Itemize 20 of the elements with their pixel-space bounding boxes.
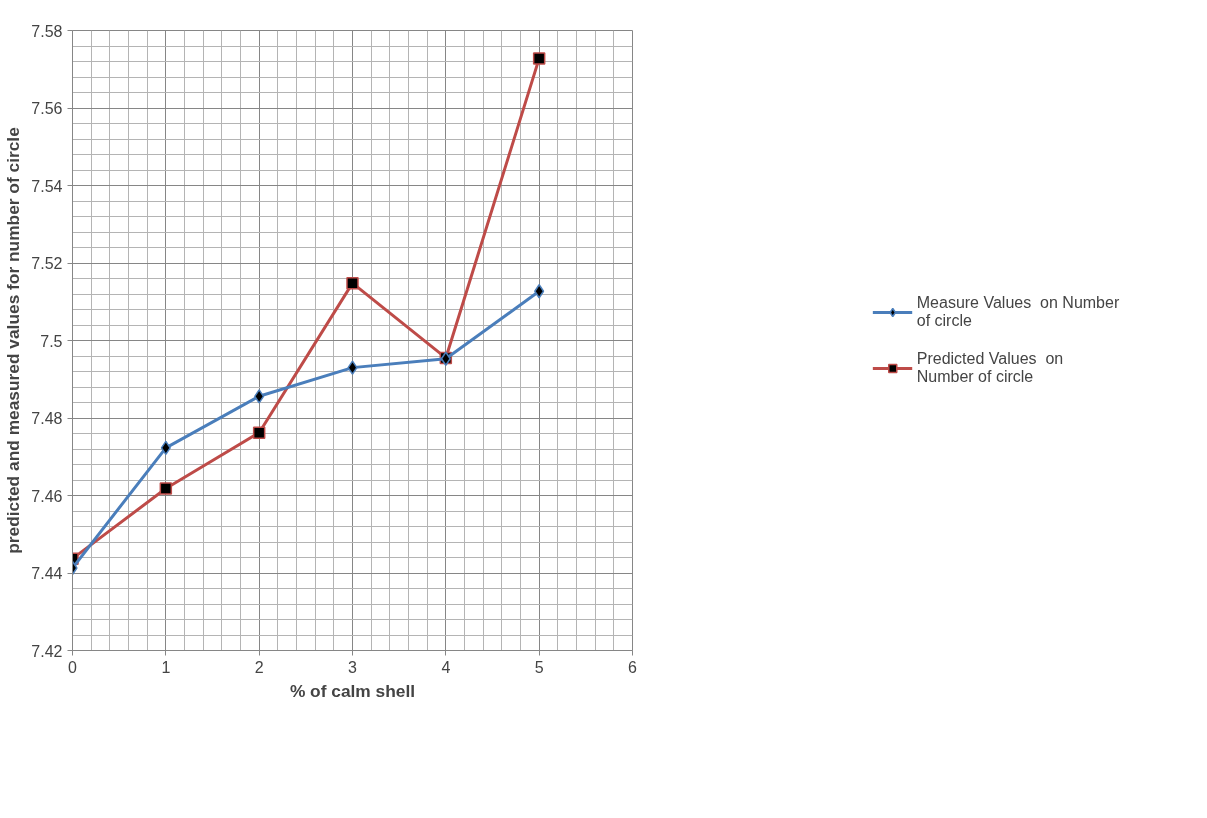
x-tick-label: 0 xyxy=(68,658,78,676)
y-tick-label: 7.5 xyxy=(40,332,63,350)
x-tick-label: 5 xyxy=(534,658,544,676)
x-tick-label: 1 xyxy=(161,658,171,676)
x-axis-title: % of calm shell xyxy=(289,680,416,701)
y-tick-label: 7.54 xyxy=(31,177,63,195)
y-tick-label: 7.58 xyxy=(31,22,63,40)
y-tick-label: 7.44 xyxy=(31,565,63,582)
x-tick-label: 3 xyxy=(348,658,358,676)
x-tick-label: 4 xyxy=(441,658,451,676)
x-tick-label: 2 xyxy=(254,658,264,676)
y-tick-label: 7.48 xyxy=(31,410,63,427)
y-tick-label: 7.46 xyxy=(31,487,63,505)
y-tick-label: 7.56 xyxy=(31,100,63,117)
legend-label: Measure Values on Number of circle xyxy=(916,294,1120,330)
y-axis-title: predicted and measured values for number of circle xyxy=(3,126,24,554)
y-tick-label: 7.42 xyxy=(31,642,63,660)
y-tick-label: 7.52 xyxy=(31,255,63,272)
x-tick-label: 6 xyxy=(628,658,638,676)
legend-label: Predicted Values on Number of circle xyxy=(916,350,1064,386)
